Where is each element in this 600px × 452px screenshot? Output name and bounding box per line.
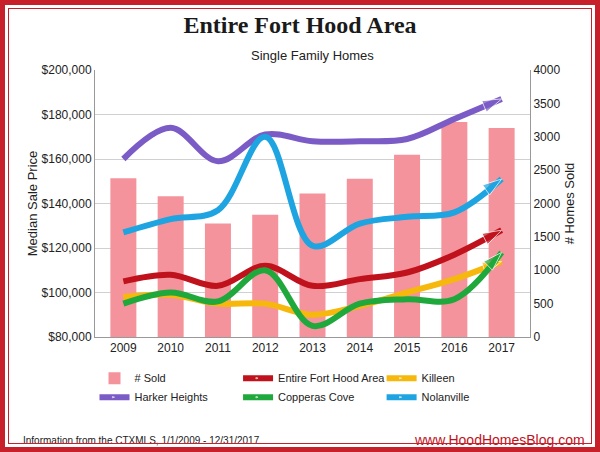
svg-text:$80,000: $80,000 [48,330,92,344]
svg-text:$160,000: $160,000 [42,152,92,166]
svg-text:2013: 2013 [299,341,326,355]
svg-text:2011: 2011 [205,341,231,355]
svg-text:3500: 3500 [533,97,560,111]
svg-text:2500: 2500 [533,163,560,177]
svg-text:4000: 4000 [533,63,560,77]
svg-text:Copperas Cove: Copperas Cove [278,391,354,403]
svg-text:Entire Fort Hood Area: Entire Fort Hood Area [183,12,416,38]
svg-text:www.HoodHomesBlog.com: www.HoodHomesBlog.com [414,432,585,448]
svg-text:2016: 2016 [441,341,468,355]
svg-text:Single Family Homes: Single Family Homes [251,48,374,63]
svg-text:2015: 2015 [394,341,421,355]
svg-text:1500: 1500 [533,230,560,244]
svg-text:$200,000: $200,000 [42,63,92,77]
svg-text:2000: 2000 [533,197,560,211]
svg-text:$180,000: $180,000 [42,108,92,122]
svg-text:$120,000: $120,000 [42,241,92,255]
svg-text:500: 500 [533,297,553,311]
svg-text:3000: 3000 [533,130,560,144]
svg-text:2017: 2017 [488,341,515,355]
svg-text:$140,000: $140,000 [42,197,92,211]
svg-text:2012: 2012 [252,341,279,355]
svg-text:Nolanville: Nolanville [422,391,470,403]
svg-text:# Homes Sold: # Homes Sold [562,163,577,245]
svg-text:Information from the CTXMLS, 1: Information from the CTXMLS, 1/1/2009 - … [23,435,260,446]
svg-text:# Sold: # Sold [135,372,166,384]
svg-text:2010: 2010 [157,341,184,355]
svg-text:Harker Heights: Harker Heights [135,391,209,403]
svg-text:2009: 2009 [110,341,137,355]
svg-text:Median Sale Price: Median Sale Price [25,151,40,257]
svg-text:1000: 1000 [533,263,560,277]
svg-text:Killeen: Killeen [422,372,455,384]
svg-text:$100,000: $100,000 [42,286,92,300]
svg-text:0: 0 [533,330,540,344]
svg-text:2014: 2014 [346,341,373,355]
svg-text:Entire Fort Hood Area: Entire Fort Hood Area [278,372,385,384]
